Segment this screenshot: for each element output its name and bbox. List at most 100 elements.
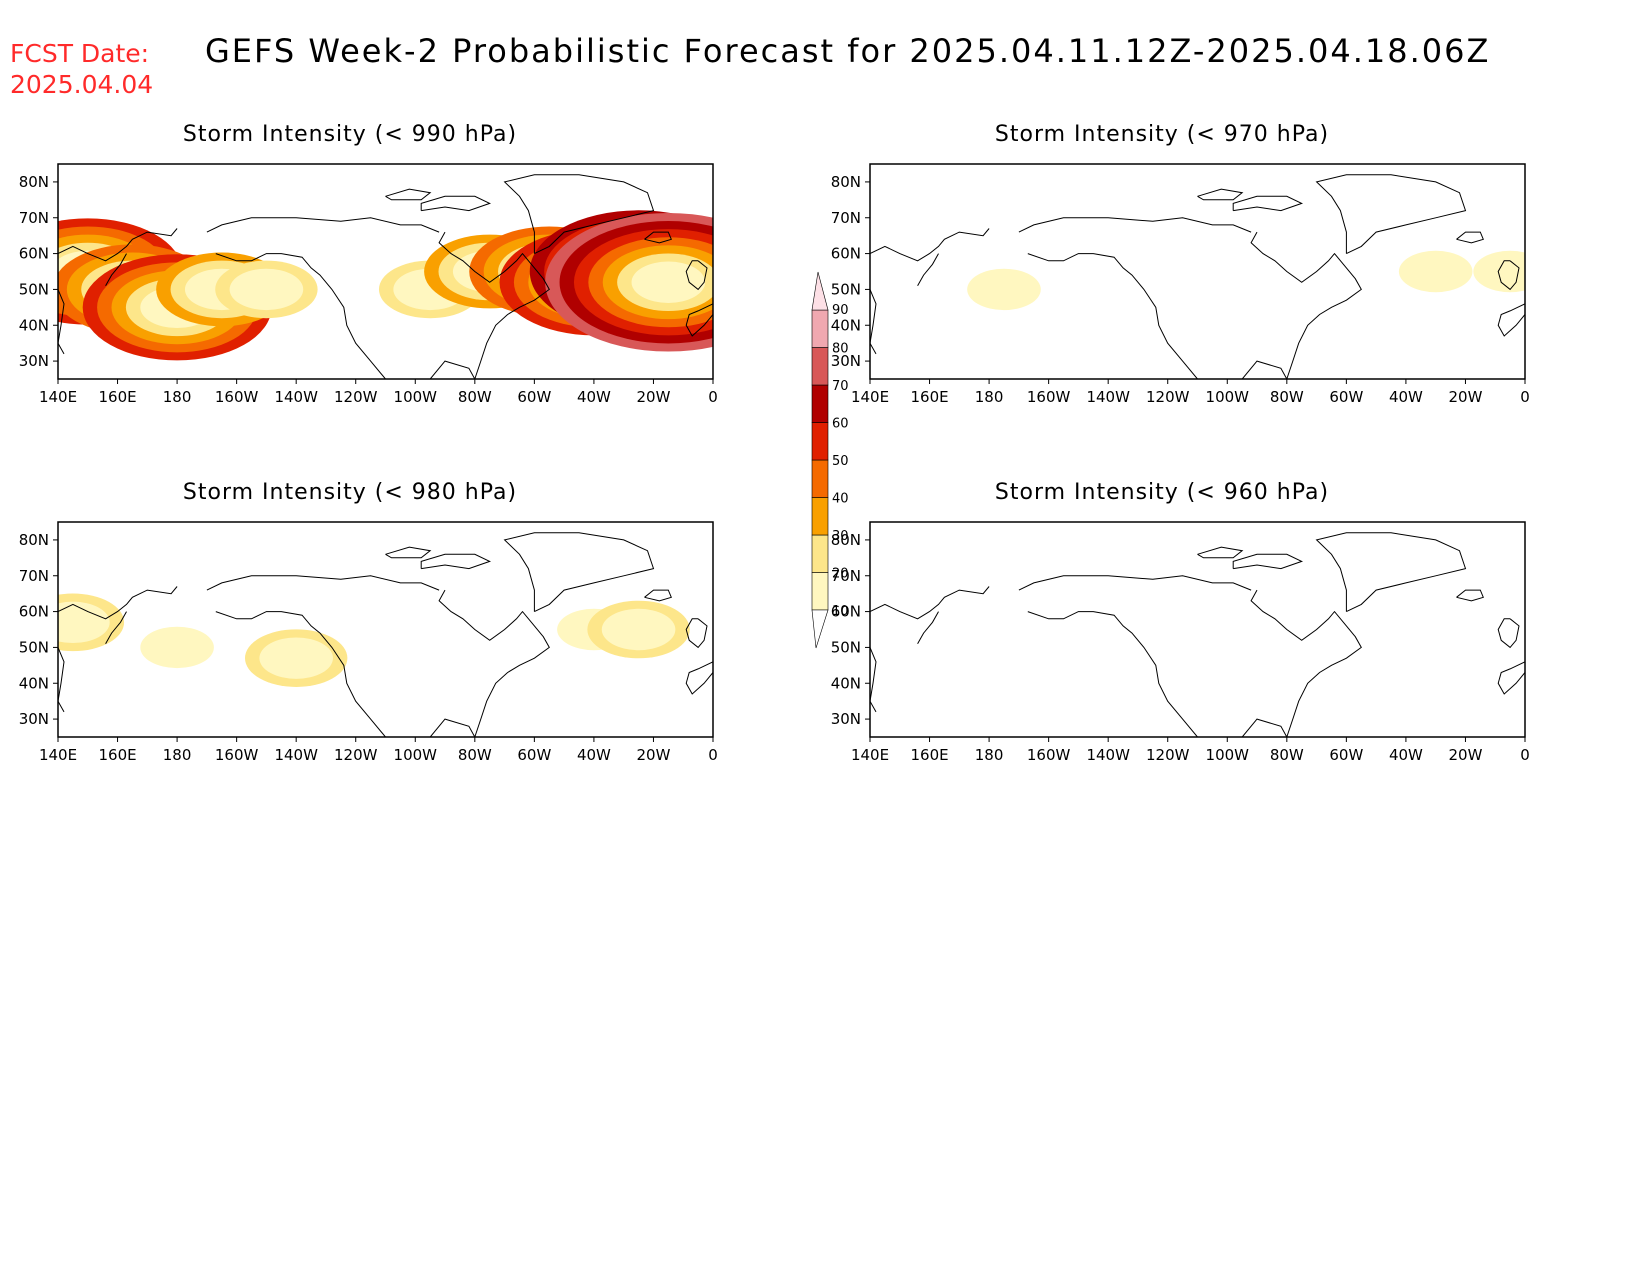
lon-tick-label: 0	[708, 388, 718, 406]
map-frame	[869, 521, 1526, 738]
map-plot-980: 80N 70N 60N 50N 40N 30N 140E 160E 180 160W 140W 120…	[19, 521, 718, 764]
lon-tick-label: 120W	[334, 746, 378, 764]
lat-tick-label: 60N	[19, 245, 49, 263]
lat-tick-label: 50N	[831, 280, 861, 298]
coastline-0	[870, 228, 990, 262]
lon-tick-label: 80W	[458, 746, 492, 764]
lat-tick-label: 50N	[19, 280, 49, 298]
lon-tick-label: 160E	[910, 388, 948, 406]
lon-tick-label: 160E	[98, 388, 136, 406]
coastline-5	[1197, 589, 1362, 737]
lat-tick-label: 70N	[831, 567, 861, 585]
lat-tick-label: 50N	[831, 638, 861, 656]
lon-tick-label: 60W	[1329, 388, 1363, 406]
lon-tick-label: 140W	[274, 746, 318, 764]
coastline-9	[1497, 661, 1525, 695]
coastline-8	[1497, 260, 1520, 291]
coastline-3	[1018, 217, 1252, 233]
forecast-date-block: FCST Date: 2025.04.04	[10, 38, 153, 100]
heatmap-layer	[870, 174, 1525, 379]
colorbar-label: 80	[832, 342, 849, 357]
coastline-9	[685, 303, 713, 337]
page-title: GEFS Week-2 Probabilistic Forecast for 2…	[205, 32, 1491, 70]
coastline-5	[1197, 231, 1362, 379]
probability-blob-10	[631, 261, 706, 303]
lon-tick-label: 20W	[1448, 746, 1482, 764]
lon-tick-label: 80W	[1270, 746, 1304, 764]
lon-tick-label: 120W	[1146, 388, 1190, 406]
colorbar-label: 40	[832, 492, 849, 507]
coastline-9	[685, 661, 713, 695]
map-plot-970: 80N 70N 60N 50N 40N 30N 140E 160E 180 160W 140W 120…	[831, 163, 1530, 406]
colorbar-label: 50	[832, 454, 849, 469]
probability-blob-0	[58, 601, 110, 644]
coastline-4	[1027, 611, 1198, 737]
map-panel-970: Storm Intensity (< 970 hPa) 80N 70N 60N 50N…	[812, 122, 1530, 412]
lon-tick-label: 140E	[39, 388, 77, 406]
coastline-11	[385, 546, 432, 559]
coastline-4	[1027, 253, 1198, 379]
lon-tick-label: 0	[1520, 746, 1530, 764]
lon-tick-label: 140E	[851, 388, 889, 406]
coastline-3	[206, 575, 440, 591]
colorbar-label: 90	[832, 303, 849, 318]
lon-tick-label: 40W	[1389, 388, 1423, 406]
coastline-2	[917, 611, 939, 645]
coastline-6	[1315, 174, 1467, 255]
coastline-1	[870, 647, 877, 713]
lon-tick-label: 60W	[517, 746, 551, 764]
coastline-8	[1497, 618, 1520, 649]
coastline-4	[215, 611, 386, 737]
lon-tick-label: 120W	[334, 388, 378, 406]
lat-tick-label: 80N	[19, 173, 49, 191]
map-frame	[57, 521, 714, 738]
colorbar-segment	[811, 384, 829, 423]
lon-tick-label: 140W	[1086, 746, 1130, 764]
lon-tick-label: 80W	[458, 388, 492, 406]
coastline-2	[105, 611, 127, 645]
heatmap-layer	[58, 174, 713, 379]
forecast-date-value: 2025.04.04	[10, 70, 154, 99]
coastline-6	[1315, 532, 1467, 613]
lon-tick-label: 100W	[394, 746, 438, 764]
coastline-5	[385, 231, 550, 379]
lon-tick-label: 140E	[39, 746, 77, 764]
probability-blob-4	[229, 268, 304, 311]
map-panel-990: Storm Intensity (< 990 hPa) 80N 70N 60N 50N…	[0, 122, 718, 412]
coastline-7	[1456, 589, 1484, 602]
map-frame	[57, 163, 714, 380]
lat-tick-label: 80N	[19, 531, 49, 549]
colorbar-segment	[811, 309, 829, 348]
coastline-1	[58, 289, 65, 355]
coastline-2	[105, 253, 127, 287]
lon-tick-label: 140E	[851, 746, 889, 764]
coastline-9	[1497, 303, 1525, 337]
lon-tick-label: 40W	[577, 746, 611, 764]
colorbar-segment	[811, 572, 829, 611]
coastline-8	[685, 260, 708, 291]
coastline-0	[870, 586, 990, 620]
coastline-0	[58, 228, 178, 262]
colorbar-label: 20	[832, 567, 849, 582]
colorbar-segment	[811, 497, 829, 536]
lat-tick-label: 60N	[19, 603, 49, 621]
lat-tick-label: 60N	[831, 603, 861, 621]
map-plot-960: 80N 70N 60N 50N 40N 30N 140E 160E 180 160W 140W 120…	[831, 521, 1530, 764]
lon-tick-label: 100W	[394, 388, 438, 406]
probability-blob-0	[967, 268, 1041, 311]
probability-blob-2	[259, 637, 333, 679]
coastline-8	[685, 618, 708, 649]
lon-tick-label: 60W	[517, 388, 551, 406]
colorbar-segment	[811, 459, 829, 498]
map-panel-960: Storm Intensity (< 960 hPa) 80N 70N 60N 50N…	[812, 480, 1530, 770]
lat-tick-label: 70N	[19, 567, 49, 585]
lat-tick-label: 50N	[19, 638, 49, 656]
coastline-0	[58, 586, 178, 620]
coastline-10	[1232, 553, 1304, 570]
lat-tick-label: 80N	[831, 531, 861, 549]
lon-tick-label: 0	[1520, 388, 1530, 406]
lon-tick-label: 20W	[1448, 388, 1482, 406]
coastline-11	[1197, 546, 1244, 559]
probability-blob-1	[140, 626, 214, 669]
lon-tick-label: 20W	[636, 746, 670, 764]
